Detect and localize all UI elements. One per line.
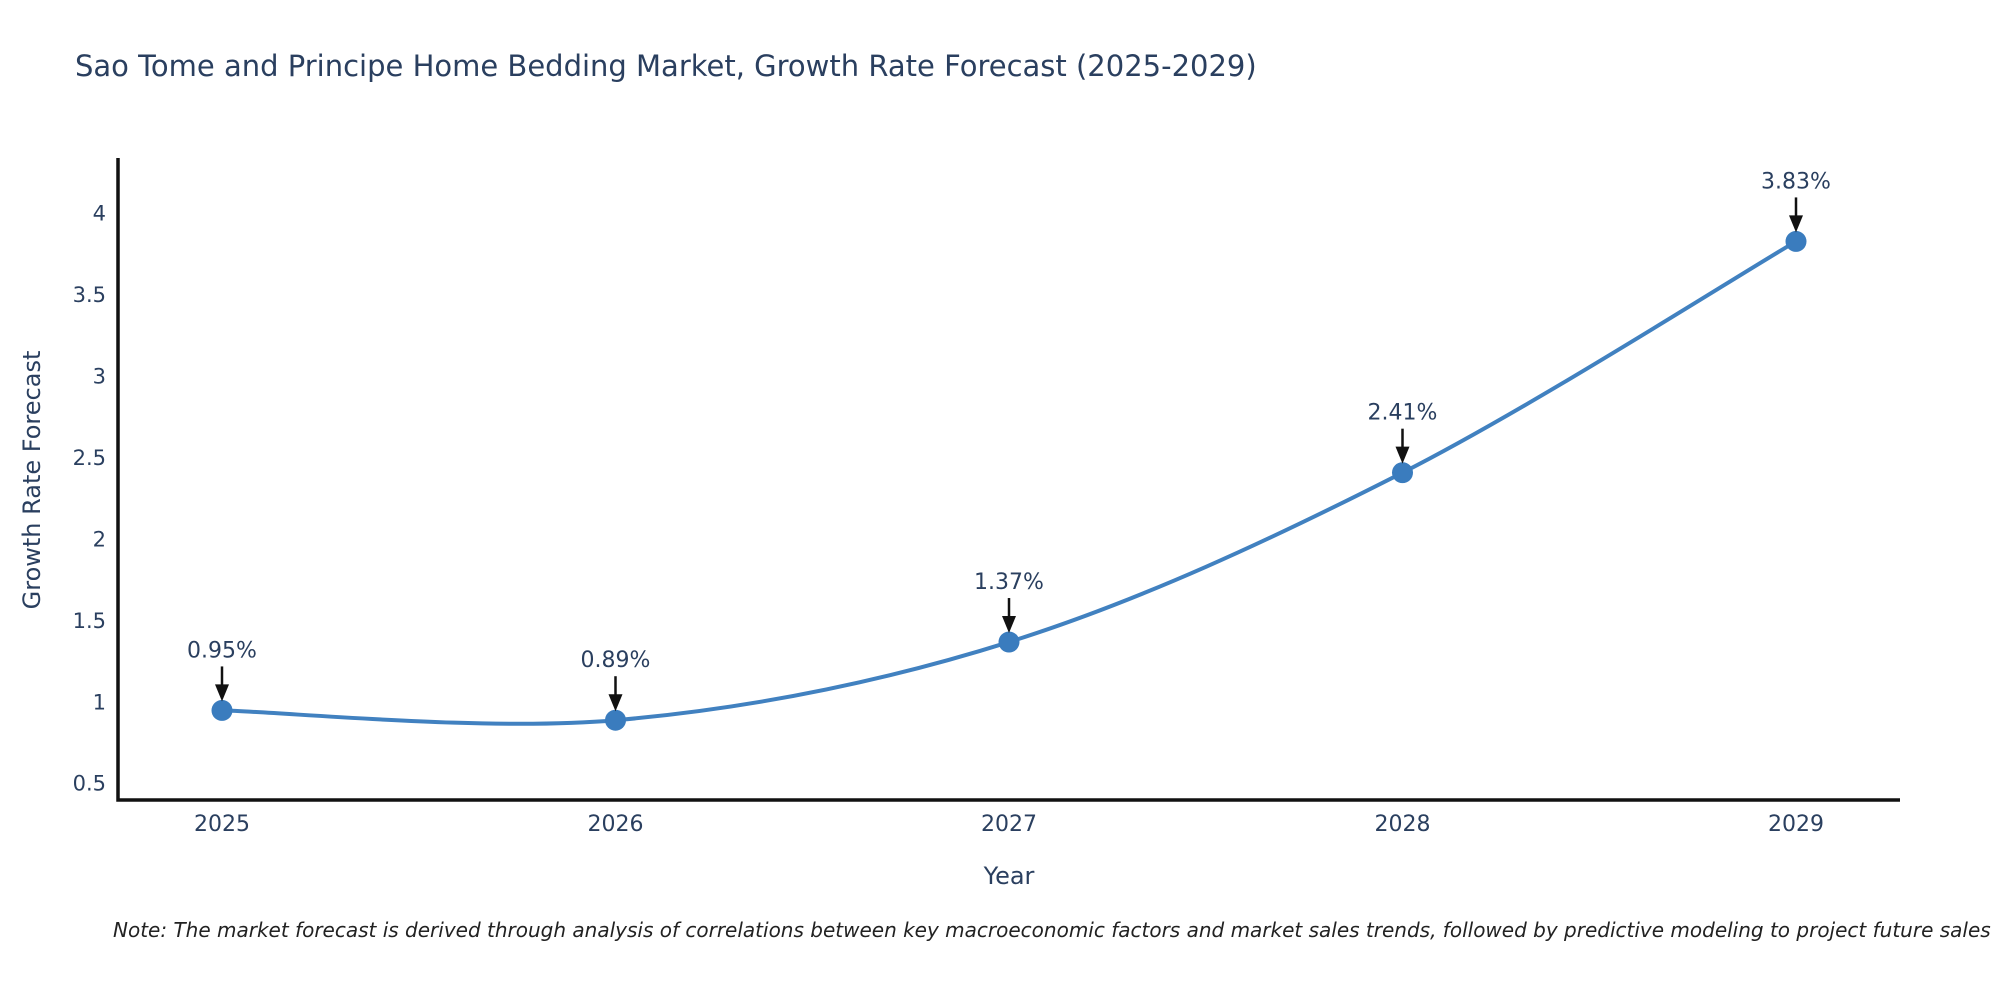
data-point-label: 3.83% [1761,169,1831,194]
y-axis-title: Growth Rate Forecast [18,351,46,610]
annotation-arrowhead [608,694,623,712]
data-point-marker [211,699,233,721]
data-point-label: 1.37% [974,570,1044,595]
annotation-arrowhead [1789,215,1803,233]
data-point-marker [605,709,626,731]
annotation-arrowhead [215,684,229,702]
x-tick-label: 2026 [588,812,644,837]
y-tick-label: 1 [93,690,106,714]
data-point-marker [1785,230,1807,252]
y-tick-label: 4 [93,202,106,226]
y-tick-label: 3.5 [73,283,106,307]
y-tick-label: 2 [93,527,106,551]
footnote: Note: The market forecast is derived thr… [113,918,1991,942]
y-tick-label: 3 [93,365,106,389]
x-tick-label: 2027 [981,812,1037,837]
data-point-label: 0.95% [187,638,257,663]
chart-title: Sao Tome and Principe Home Bedding Marke… [75,49,1257,83]
data-point-marker [1392,462,1413,484]
x-axis-title: Year [983,862,1035,890]
annotation-arrowhead [1395,446,1410,464]
y-tick-label: 0.5 [73,772,106,796]
axis-lines [116,158,1900,802]
x-tick-label: 2025 [194,812,250,837]
x-tick-label: 2028 [1375,812,1431,837]
annotation-arrowhead [1002,616,1016,634]
x-tick-label: 2029 [1768,812,1824,837]
data-point-label: 2.41% [1368,401,1438,426]
y-tick-label: 2.5 [73,446,106,470]
data-point-label: 0.89% [581,648,651,673]
data-point-marker [998,631,1020,653]
y-tick-label: 1.5 [73,609,106,633]
